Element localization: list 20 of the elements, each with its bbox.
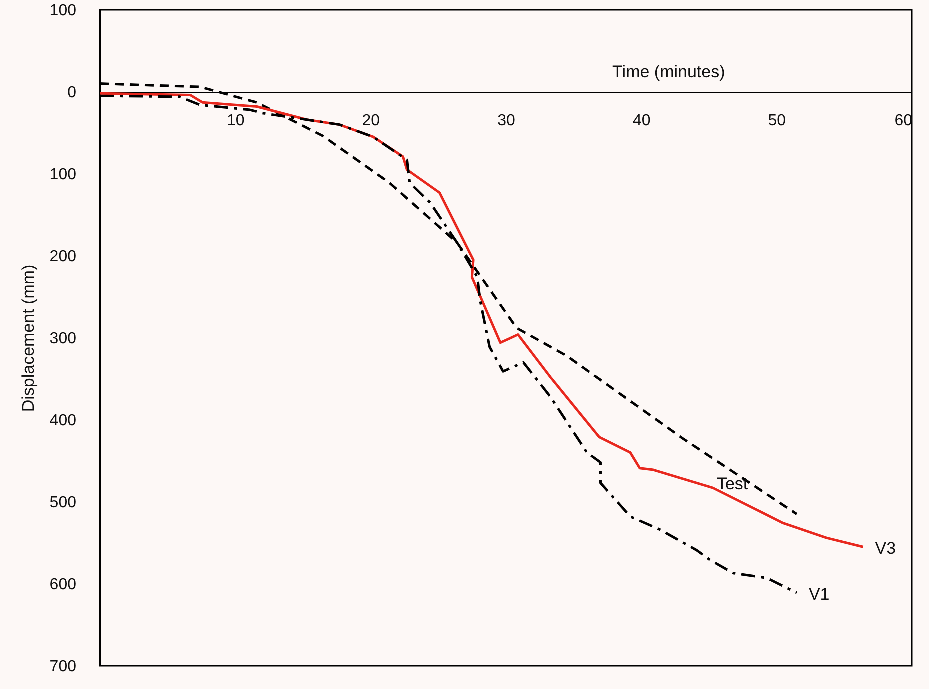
y-tick-label: 300: [50, 330, 77, 348]
x-tick-label: 30: [498, 112, 516, 130]
x-tick-label: 50: [768, 112, 786, 130]
y-tick-label: 500: [50, 494, 77, 512]
series-label: V3: [875, 539, 896, 558]
y-tick-label: 100: [50, 166, 77, 184]
x-tick-label: 20: [362, 112, 380, 130]
line-series: [100, 92, 865, 548]
y-tick-label: 0: [68, 84, 77, 102]
y-tick-label: 400: [50, 412, 77, 430]
x-tick-label: 40: [632, 112, 651, 130]
x-tick-label: 10: [226, 112, 245, 130]
y-tick-label: 600: [50, 576, 77, 594]
y-axis-title: Displacement (mm): [18, 264, 38, 412]
series-label: Test: [716, 474, 748, 494]
series-label: V1: [808, 585, 830, 604]
y-tick-label: 200: [50, 248, 77, 266]
y-tick-label: 700: [50, 658, 77, 676]
y-tick-label: 100: [50, 2, 77, 20]
x-axis-title: Time (minutes): [612, 62, 726, 82]
